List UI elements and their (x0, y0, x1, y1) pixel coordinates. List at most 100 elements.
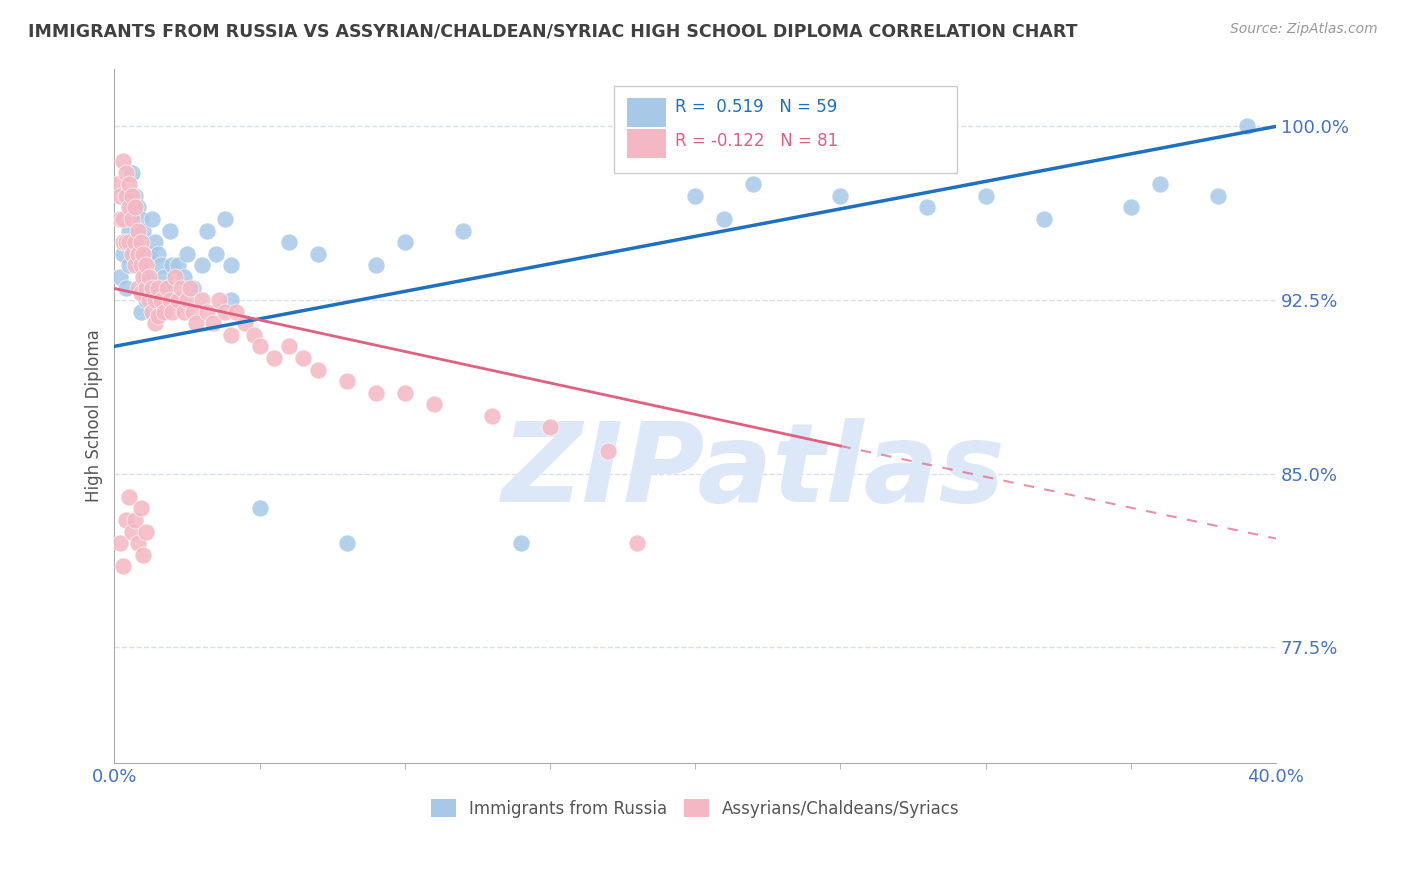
Point (132, 224, 155, 238)
Point (162, 258, 184, 272)
Point (129, 258, 152, 272)
Point (510, 536, 533, 550)
Point (336, 536, 359, 550)
Point (127, 246, 149, 260)
Point (179, 281, 201, 295)
Point (149, 293, 172, 307)
Point (243, 327, 266, 342)
Point (138, 269, 160, 284)
Point (105, 178, 128, 192)
FancyBboxPatch shape (614, 86, 956, 173)
Point (141, 293, 163, 307)
Point (307, 246, 329, 260)
Point (917, 201, 939, 215)
Point (141, 304, 163, 318)
Point (143, 293, 166, 307)
Point (195, 304, 218, 318)
Point (110, 212, 132, 227)
Point (173, 304, 195, 318)
Point (129, 235, 152, 249)
Point (214, 304, 236, 318)
Point (173, 269, 195, 284)
Point (121, 246, 143, 260)
Point (626, 536, 648, 550)
Legend: Immigrants from Russia, Assyrians/Chaldeans/Syriacs: Immigrants from Russia, Assyrians/Chalde… (425, 793, 966, 824)
Point (219, 258, 242, 272)
Point (129, 286, 152, 301)
Point (112, 154, 135, 169)
Text: Source: ZipAtlas.com: Source: ZipAtlas.com (1230, 22, 1378, 37)
Point (118, 201, 141, 215)
Point (129, 212, 152, 227)
Point (1119, 201, 1142, 215)
Point (115, 281, 138, 295)
Point (124, 235, 146, 249)
Point (135, 281, 157, 295)
Point (135, 269, 157, 284)
Point (110, 536, 132, 550)
Point (118, 490, 141, 504)
Point (336, 374, 359, 388)
Point (364, 385, 387, 400)
Point (118, 235, 141, 249)
Point (481, 409, 503, 423)
Point (135, 293, 157, 307)
Point (127, 224, 149, 238)
Point (115, 235, 138, 249)
Point (121, 201, 143, 215)
Point (538, 420, 561, 434)
Point (159, 293, 181, 307)
Point (233, 316, 256, 330)
Point (1149, 178, 1171, 192)
Point (596, 443, 619, 458)
Point (249, 339, 271, 353)
Point (149, 258, 172, 272)
Point (170, 281, 193, 295)
Point (1236, 120, 1258, 134)
Point (167, 258, 190, 272)
Point (1206, 189, 1229, 203)
Point (146, 246, 169, 260)
Point (146, 310, 169, 324)
Point (118, 178, 141, 192)
Point (124, 258, 146, 272)
Point (263, 351, 285, 365)
Point (225, 304, 247, 318)
Point (364, 258, 387, 272)
Point (162, 304, 184, 318)
Point (156, 281, 179, 295)
Point (138, 281, 160, 295)
Point (127, 281, 149, 295)
Text: IMMIGRANTS FROM RUSSIA VS ASSYRIAN/CHALDEAN/SYRIAC HIGH SCHOOL DIPLOMA CORRELATI: IMMIGRANTS FROM RUSSIA VS ASSYRIAN/CHALD… (28, 22, 1077, 40)
Point (121, 212, 143, 227)
Point (830, 189, 852, 203)
Point (202, 316, 225, 330)
Point (121, 524, 143, 539)
Point (132, 258, 155, 272)
Point (423, 397, 446, 411)
FancyBboxPatch shape (627, 129, 666, 158)
Point (167, 293, 190, 307)
Point (118, 258, 141, 272)
Point (152, 304, 174, 318)
Point (132, 269, 155, 284)
Point (124, 201, 146, 215)
Point (110, 269, 132, 284)
Point (118, 224, 141, 238)
Point (451, 224, 474, 238)
Point (277, 339, 299, 353)
Point (292, 351, 315, 365)
Point (115, 513, 138, 527)
Y-axis label: High School Diploma: High School Diploma (86, 329, 103, 502)
Point (121, 189, 143, 203)
Point (307, 362, 329, 376)
Point (184, 316, 207, 330)
Point (162, 293, 184, 307)
Point (132, 548, 155, 562)
Point (112, 559, 135, 574)
Point (190, 293, 212, 307)
Point (112, 235, 135, 249)
Point (138, 246, 160, 260)
Point (683, 189, 706, 203)
Point (249, 501, 271, 516)
